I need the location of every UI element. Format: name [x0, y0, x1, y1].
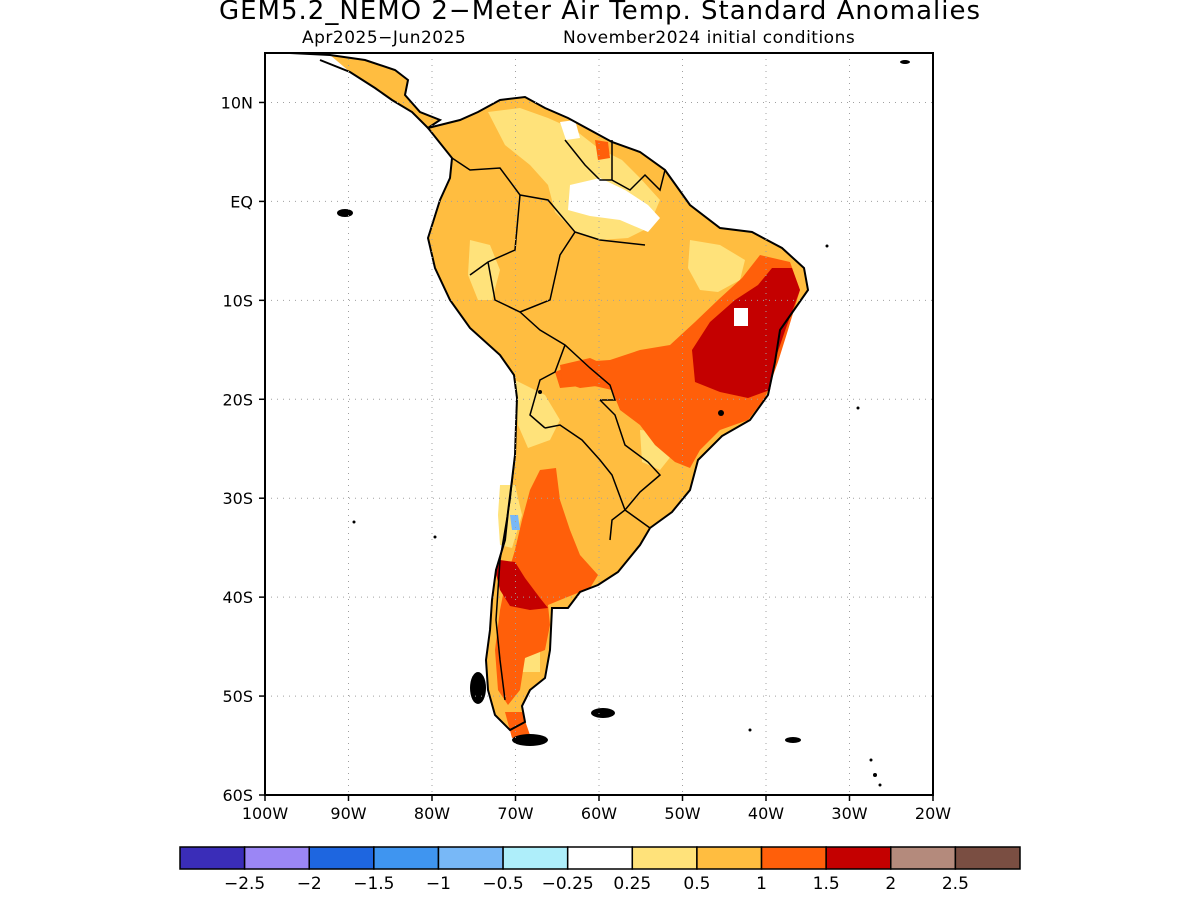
color-bar-label: −2.5: [224, 874, 265, 894]
color-bar-label: −1.5: [353, 874, 394, 894]
anomaly-field: [289, 53, 910, 787]
lon-tick-label: 40W: [748, 804, 784, 823]
lat-tick-label: 40S: [222, 588, 253, 607]
color-bar-label: −2: [297, 874, 322, 894]
anomaly-zone-neutral-venezuela: [560, 120, 580, 140]
color-bar-swatch: [502, 846, 569, 870]
lon-tick-label: 80W: [414, 804, 450, 823]
axis-labels: 100W 90W 80W 70W 60W 50W 40W 30W 20W 10N EQ 10S 20S 3…: [221, 93, 952, 823]
color-bar-swatch: [696, 846, 763, 870]
central-america-outline: [289, 53, 443, 130]
lat-tick-label: 60S: [222, 786, 253, 805]
lon-tick-label: 30W: [831, 804, 867, 823]
country-borders: [451, 139, 666, 701]
color-bar-swatch: [954, 846, 1021, 870]
lon-tick-label: 20W: [915, 804, 951, 823]
anomaly-zone-chile-cool: [510, 515, 520, 530]
lat-tick-label: 20S: [222, 390, 253, 409]
anomaly-zone-northeast: [688, 240, 745, 292]
color-bar-label: 0.5: [683, 874, 710, 894]
color-bar-legend: −2.5 −2 −1.5 −1 −0.5 −0.25 0.25 0.5 1 1.5 2 2.5: [179, 846, 1021, 894]
color-bar-swatch: [373, 846, 440, 870]
lat-tick-label: 10N: [221, 93, 253, 112]
color-bar-swatch: [566, 846, 634, 870]
forecast-period: Apr2025−Jun2025: [302, 28, 467, 48]
color-bar-label: 0.25: [613, 874, 651, 894]
grid-lines: [265, 53, 933, 795]
color-bar-label: −1: [426, 874, 451, 894]
color-bar-swatch: [890, 846, 957, 870]
map-title: GEM5.2_NEMO 2−Meter Air Temp. Standard A…: [218, 0, 982, 26]
anomaly-zone-chile-argentina: [495, 560, 548, 610]
lon-tick-label: 90W: [330, 804, 366, 823]
lon-tick-label: 100W: [242, 804, 289, 823]
color-bar-label: 1.5: [813, 874, 840, 894]
initial-conditions: November2024 initial conditions: [563, 28, 856, 48]
anomaly-zone-argentina: [495, 468, 598, 705]
color-bar-swatch: [825, 846, 892, 870]
lat-tick-label: EQ: [230, 192, 253, 211]
anomaly-zone-andes-b: [515, 380, 560, 448]
lon-tick-label: 70W: [497, 804, 533, 823]
color-bar-swatch: [243, 846, 310, 870]
color-bar-label: 2.5: [942, 874, 969, 894]
color-bar-swatch: [631, 846, 698, 870]
lat-tick-label: 50S: [222, 687, 253, 706]
lon-tick-label: 50W: [664, 804, 700, 823]
lon-tick-label: 60W: [581, 804, 617, 823]
anomaly-zone-northeast-brazil: [692, 268, 800, 398]
anomaly-zone-neutral-north: [568, 178, 660, 232]
lat-tick-label: 30S: [222, 489, 253, 508]
color-bar-swatch: [437, 846, 504, 870]
central-america-fill: [330, 55, 440, 128]
anomaly-zone-neutral-bahia-cut: [734, 308, 748, 326]
lat-tick-label: 10S: [222, 291, 253, 310]
color-bar-label: 1: [756, 874, 767, 894]
color-bar-swatch: [179, 846, 246, 870]
color-bar-label: −0.25: [542, 874, 594, 894]
color-bar-swatch: [760, 846, 827, 870]
color-bar-label: 2: [885, 874, 896, 894]
color-bar-label: −0.5: [482, 874, 523, 894]
color-bar-swatch: [308, 846, 375, 870]
